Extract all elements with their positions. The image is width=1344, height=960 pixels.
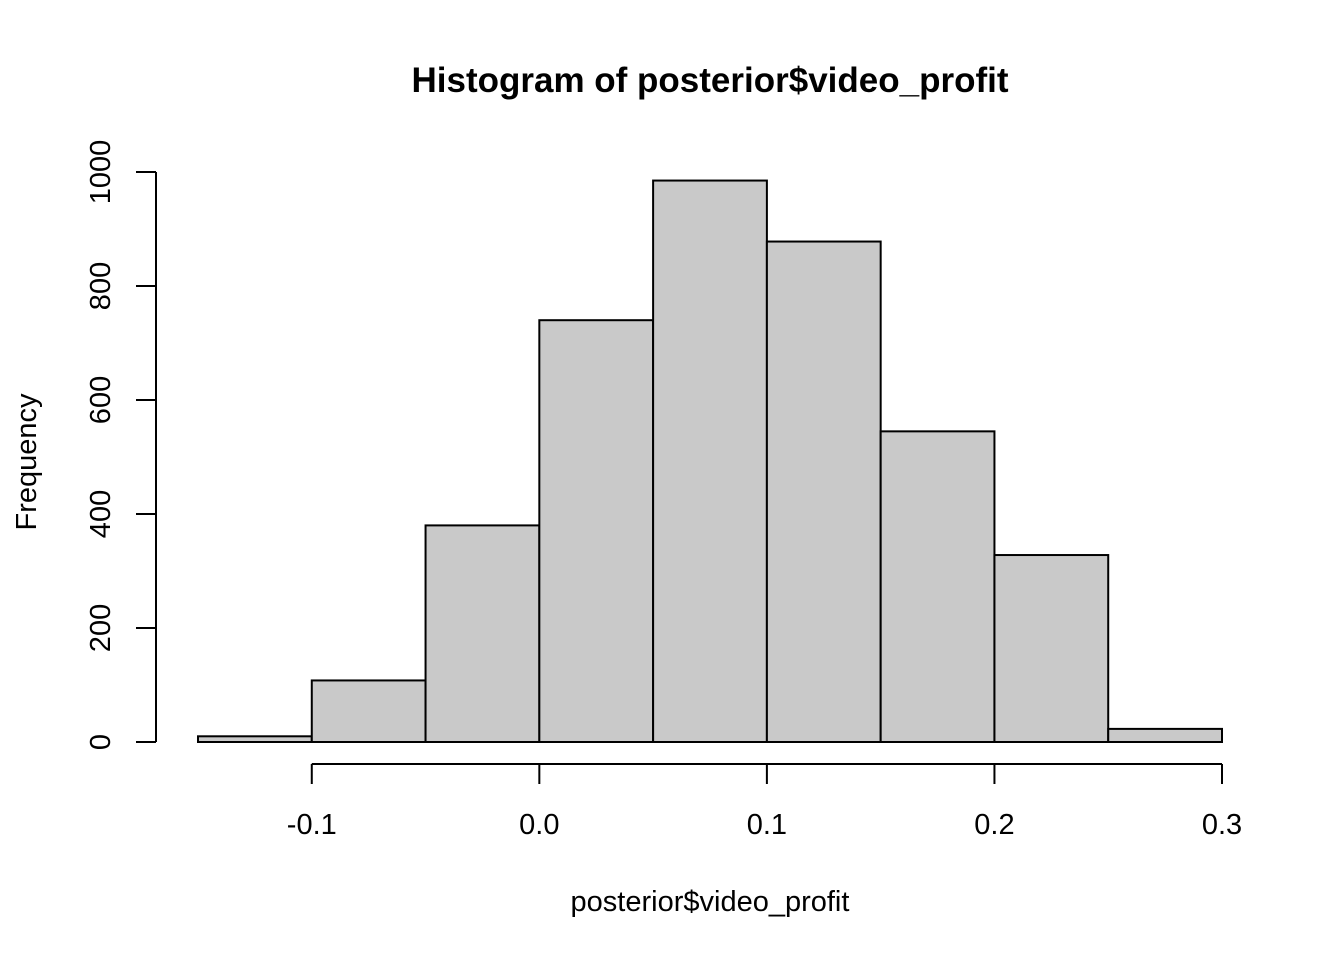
histogram-bar	[652, 179, 768, 744]
y-tick-label: 200	[85, 604, 117, 652]
histogram-bar	[424, 524, 541, 744]
histogram-bar	[197, 735, 313, 743]
histogram-bar	[538, 319, 655, 743]
histogram-bar	[879, 430, 996, 743]
y-tick-label: 1000	[85, 140, 117, 205]
x-tick-label: 0.2	[974, 809, 1014, 841]
histogram-bar	[310, 679, 427, 744]
y-axis: 0 200 400 600 800 1000	[85, 140, 157, 750]
y-tick-label: 800	[85, 262, 117, 310]
y-tick-label: 0	[85, 734, 117, 750]
histogram-bar	[993, 554, 1110, 743]
chart-title: Histogram of posterior$video_profit	[411, 61, 1008, 100]
histogram-bar	[765, 240, 882, 743]
x-axis-label: posterior$video_profit	[571, 886, 850, 918]
x-tick-label: 0.0	[519, 809, 559, 841]
bars-group	[197, 179, 1223, 744]
y-axis-label: Frequency	[11, 393, 43, 531]
x-axis: -0.1 0.0 0.1 0.2 0.3	[287, 763, 1242, 841]
y-tick-label: 600	[85, 376, 117, 424]
histogram-bar	[1107, 727, 1223, 744]
x-tick-label: -0.1	[287, 809, 337, 841]
x-tick-label: 0.3	[1202, 809, 1242, 841]
y-tick-label: 400	[85, 490, 117, 538]
x-tick-label: 0.1	[747, 809, 787, 841]
